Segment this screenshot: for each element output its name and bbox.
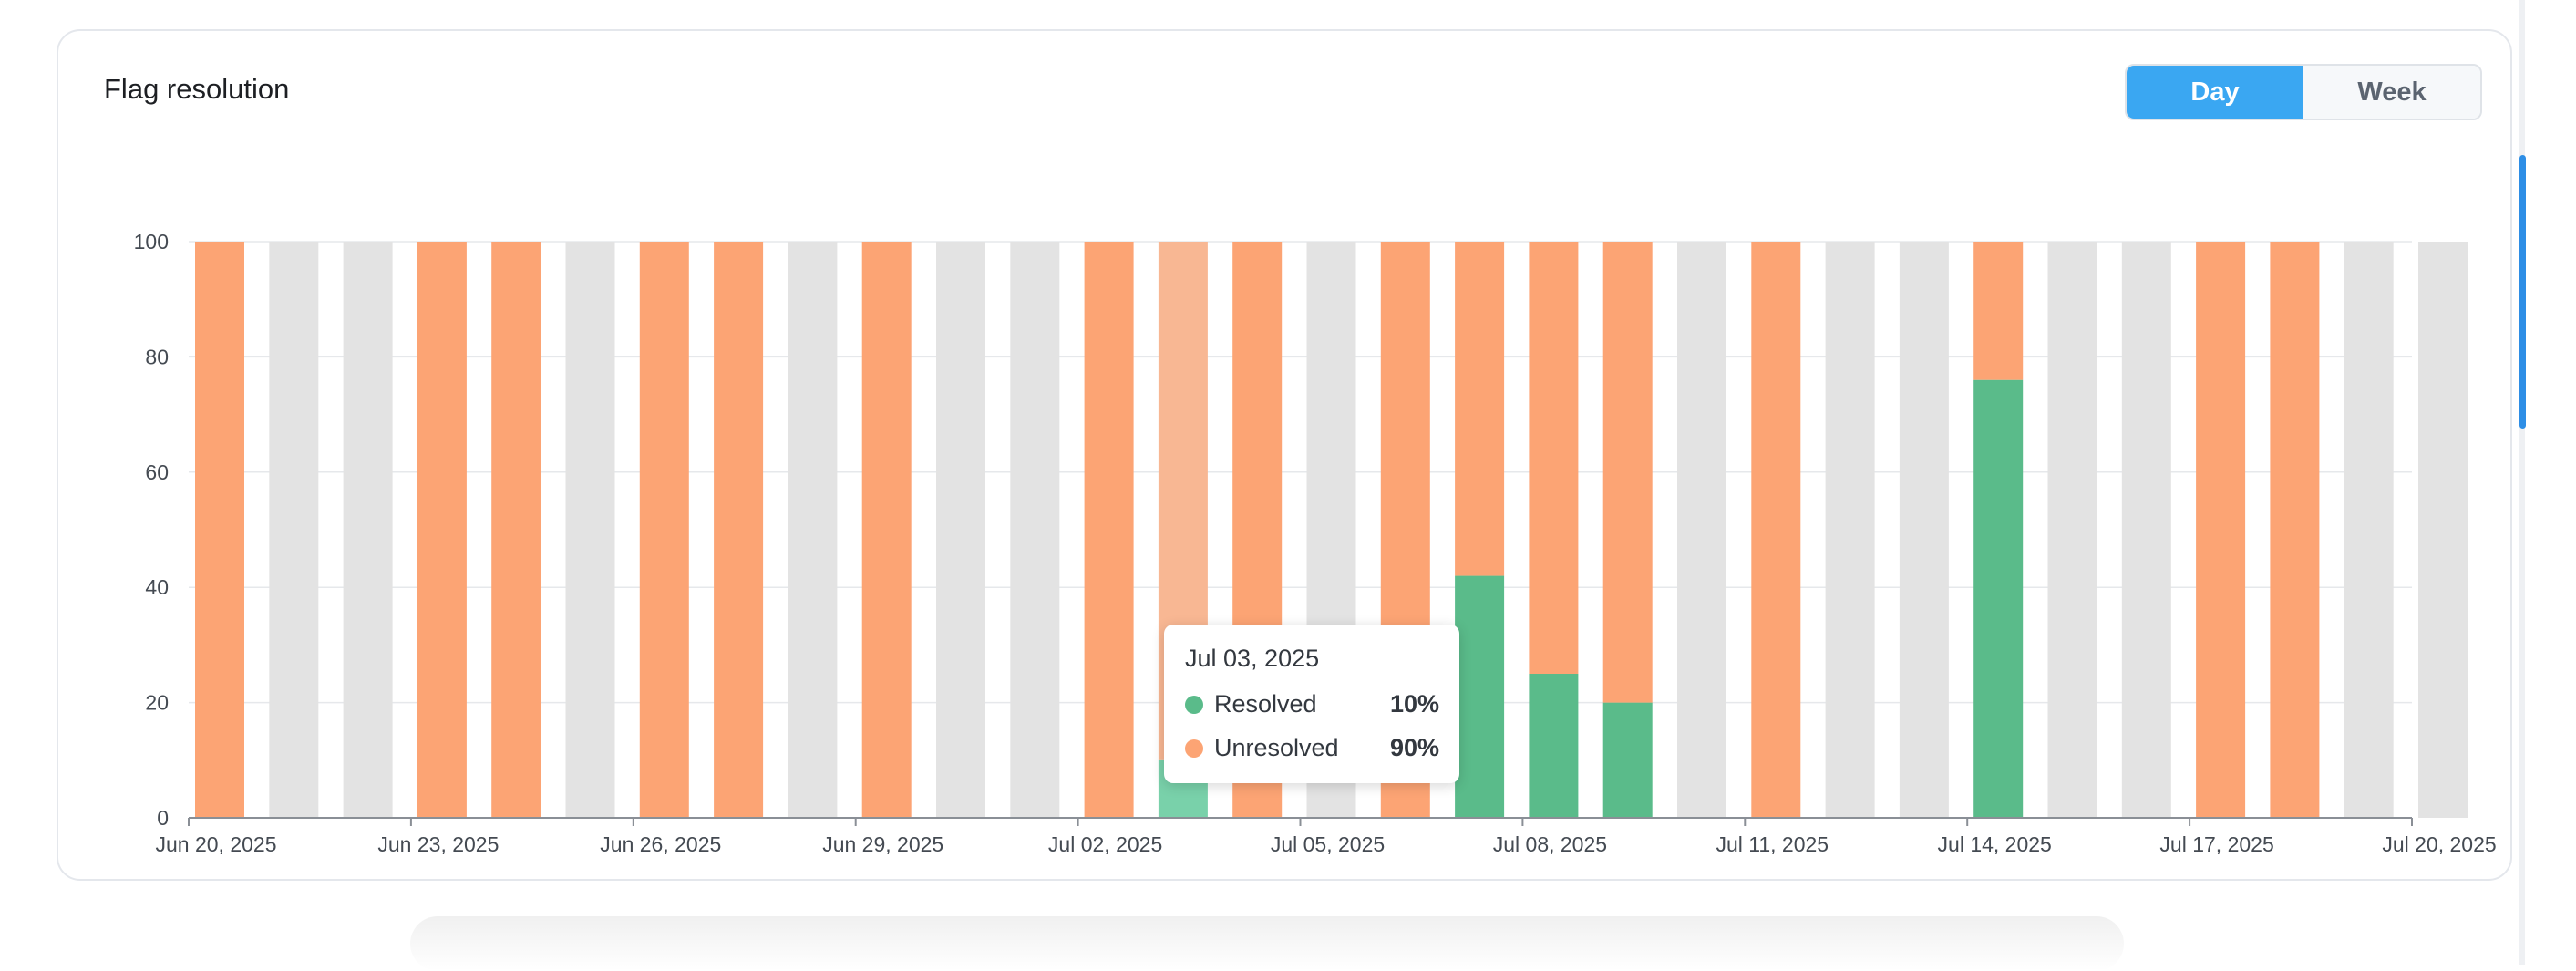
no-data-bar[interactable]	[1899, 242, 1949, 818]
unresolved-bar[interactable]	[1973, 242, 2024, 380]
y-tick-label: 100	[134, 230, 169, 253]
tooltip-date: Jul 03, 2025	[1185, 645, 1320, 672]
no-data-bar[interactable]	[565, 242, 615, 818]
unresolved-bar[interactable]	[1455, 242, 1505, 576]
no-data-bar[interactable]	[936, 242, 985, 818]
x-tick-label: Jul 02, 2025	[1048, 832, 1162, 856]
tooltip-resolved-row: Resolved 10%	[1185, 690, 1439, 718]
x-tick-label: Jul 20, 2025	[2382, 832, 2496, 856]
no-data-bar[interactable]	[2344, 242, 2394, 818]
scrollbar-thumb[interactable]	[2519, 155, 2526, 429]
axes: 0 20 40 60 80 100 Jun 20, 2025 Jun 23, 2025 Jun …	[134, 230, 2497, 856]
x-tick-label: Jun 26, 2025	[600, 832, 721, 856]
x-tick-label: Jul 05, 2025	[1271, 832, 1385, 856]
no-data-bar[interactable]	[1010, 242, 1060, 818]
unresolved-bar[interactable]	[1084, 242, 1134, 818]
next-card-shadow	[410, 916, 2124, 971]
unresolved-bar[interactable]	[195, 242, 244, 818]
resolved-bar[interactable]	[1529, 674, 1579, 818]
no-data-bar[interactable]	[2047, 242, 2097, 818]
resolved-dot-icon	[1185, 695, 1203, 714]
tooltip-unresolved-value: 90%	[1389, 734, 1439, 761]
resolved-bar[interactable]	[1602, 702, 1653, 818]
unresolved-bar[interactable]	[714, 242, 764, 818]
unresolved-bar[interactable]	[861, 242, 912, 818]
no-data-bar[interactable]	[788, 242, 838, 818]
no-data-bar[interactable]	[269, 242, 319, 818]
tooltip-unresolved-row: Unresolved 90%	[1185, 734, 1439, 762]
no-data-bar[interactable]	[343, 242, 393, 818]
y-tick-label: 40	[145, 575, 169, 599]
chart-tooltip: Jul 03, 2025 Resolved 10% Unresolved 90%	[1164, 625, 1459, 783]
tooltip-unresolved-label: Unresolved	[1214, 734, 1339, 761]
resolved-bar[interactable]	[1455, 575, 1505, 818]
unresolved-bar[interactable]	[2196, 242, 2246, 818]
no-data-bar[interactable]	[2418, 242, 2468, 818]
unresolved-bar[interactable]	[417, 242, 467, 818]
period-toggle: Day Week	[2125, 64, 2482, 120]
unresolved-bar[interactable]	[639, 242, 689, 818]
no-data-bar[interactable]	[1677, 242, 1726, 818]
day-button[interactable]: Day	[2127, 66, 2303, 119]
x-tick-label: Jun 20, 2025	[155, 832, 276, 856]
unresolved-dot-icon	[1185, 739, 1203, 758]
card-title: Flag resolution	[104, 73, 290, 105]
resolved-bar[interactable]	[1973, 379, 2024, 818]
x-tick-label: Jun 23, 2025	[377, 832, 499, 856]
unresolved-bar[interactable]	[1751, 242, 1801, 818]
y-tick-label: 0	[157, 806, 169, 830]
y-tick-label: 20	[145, 691, 169, 715]
x-tick-label: Jul 17, 2025	[2159, 832, 2273, 856]
x-tick-label: Jul 11, 2025	[1716, 832, 1829, 856]
x-tick-label: Jul 08, 2025	[1493, 832, 1607, 856]
unresolved-bar[interactable]	[2270, 242, 2320, 818]
y-tick-label: 80	[145, 345, 169, 368]
no-data-bar[interactable]	[2121, 242, 2171, 818]
week-button[interactable]: Week	[2303, 66, 2480, 119]
scrollbar-track[interactable]	[2519, 0, 2525, 965]
y-tick-label: 60	[145, 460, 169, 484]
no-data-bar[interactable]	[1825, 242, 1875, 818]
tooltip-resolved-value: 10%	[1389, 690, 1439, 718]
unresolved-bar[interactable]	[1529, 242, 1579, 674]
x-tick-label: Jul 14, 2025	[1938, 832, 2052, 856]
unresolved-bar[interactable]	[1602, 242, 1653, 703]
unresolved-bar[interactable]	[491, 242, 541, 818]
x-tick-label: Jun 29, 2025	[822, 832, 943, 856]
tooltip-resolved-label: Resolved	[1214, 690, 1317, 718]
